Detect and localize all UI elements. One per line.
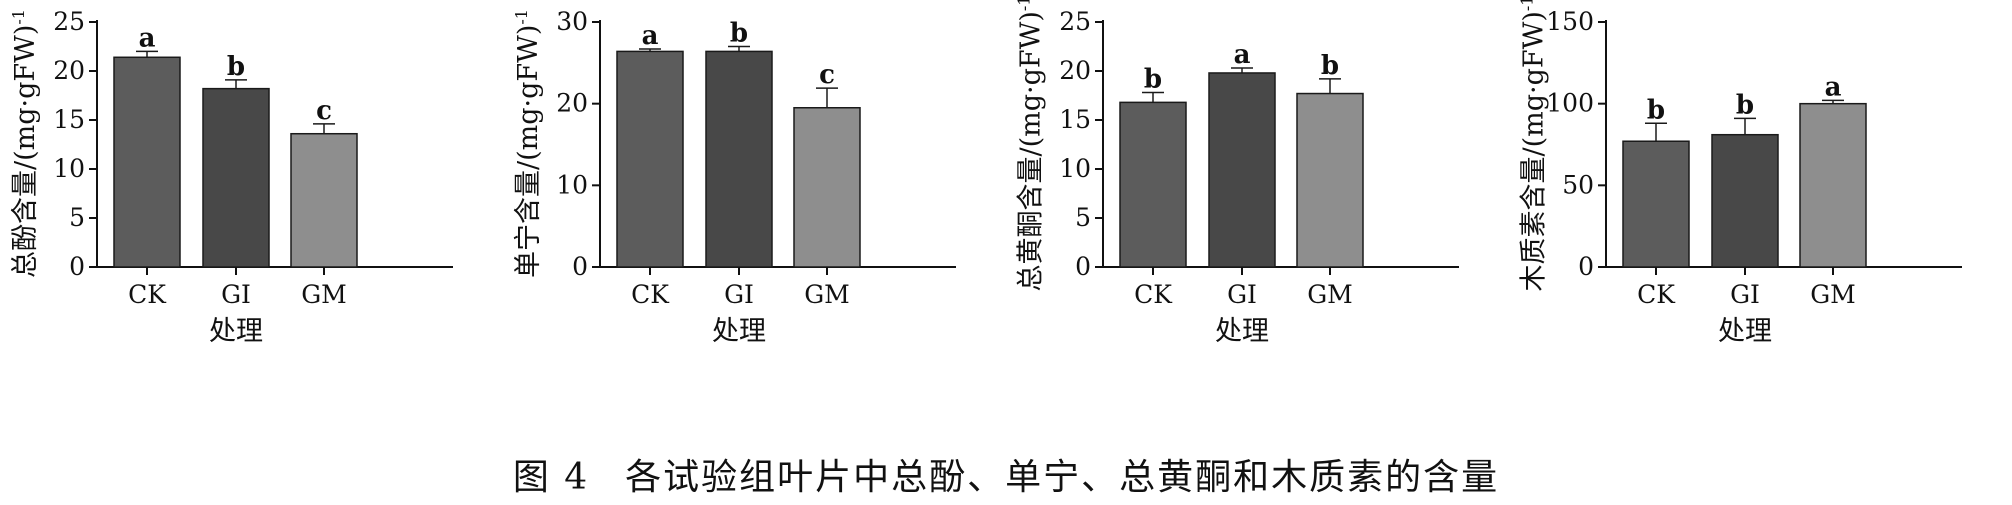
bar-ck — [616, 50, 684, 268]
x-tick-label: GM — [1307, 280, 1353, 309]
y-tick-label: 100 — [1546, 89, 1594, 118]
bar-gi — [1711, 133, 1779, 268]
x-axis-label: 处理 — [209, 316, 263, 347]
x-axis-label: 处理 — [1215, 316, 1269, 347]
y-tick-label: 15 — [53, 105, 85, 134]
significance-letter: c — [316, 96, 332, 126]
significance-letter: c — [819, 60, 835, 90]
x-tick-label: GI — [1730, 280, 1760, 309]
significance-letter: a — [1234, 40, 1251, 70]
y-tick-label: 0 — [69, 252, 85, 281]
significance-letter: b — [1144, 65, 1162, 95]
x-axis-label: 处理 — [1718, 316, 1772, 347]
significance-letter: b — [1647, 95, 1665, 125]
bar-chart: 0 5 10 15 20 25 a CK b GI c GM 处理 — [53, 7, 453, 347]
x-tick-label: CK — [1637, 280, 1676, 309]
y-tick-label: 20 — [53, 56, 85, 85]
y-tick-label: 0 — [572, 252, 588, 281]
bar-gm — [1799, 102, 1867, 268]
y-tick-label: 15 — [1059, 105, 1091, 134]
y-tick-label: 0 — [1075, 252, 1091, 281]
bar-chart: 0 50 100 150 b CK b GI a GM 处理 — [1546, 7, 1962, 347]
significance-letter: b — [1321, 51, 1339, 81]
significance-letter: a — [139, 23, 156, 53]
x-tick-label: CK — [128, 280, 167, 309]
y-tick-label: 150 — [1546, 7, 1594, 36]
y-tick-label: 5 — [1075, 203, 1091, 232]
x-tick-label: GI — [1227, 280, 1257, 309]
chart-panel-lignin: 木质素含量/(mg·gFW)-1 0 50 100 150 b CK b GI a GM 处理 — [1509, 0, 2012, 450]
bar-chart: 0 10 20 30 a CK b GI c GM 处理 — [556, 7, 956, 347]
bar-ck — [1622, 140, 1690, 268]
x-tick-label: GI — [221, 280, 251, 309]
significance-letter: b — [730, 19, 748, 49]
bar-gm — [290, 132, 358, 268]
figure-caption: 图 4 各试验组叶片中总酚、单宁、总黄酮和木质素的含量 — [0, 448, 2012, 500]
bar-gi — [202, 87, 270, 268]
x-tick-label: GM — [804, 280, 850, 309]
y-tick-label: 5 — [69, 203, 85, 232]
x-tick-label: GI — [724, 280, 754, 309]
bar-ck — [113, 56, 181, 268]
x-axis-label: 处理 — [712, 316, 766, 347]
significance-letter: a — [1825, 72, 1842, 102]
y-tick-label: 10 — [556, 170, 588, 199]
y-tick-label: 10 — [1059, 154, 1091, 183]
x-tick-label: GM — [301, 280, 347, 309]
y-tick-label: 30 — [556, 7, 588, 36]
bar-gi — [1208, 72, 1276, 268]
bar-gm — [1296, 92, 1364, 268]
y-tick-label: 25 — [53, 7, 85, 36]
bar-ck — [1119, 101, 1187, 268]
y-tick-label: 20 — [1059, 56, 1091, 85]
y-tick-label: 0 — [1578, 252, 1594, 281]
bar-gi — [705, 50, 773, 268]
chart-panel-total-phenols: 总酚含量/(mg·gFW)-1 0 5 10 15 20 25 a CK b GI c GM 处理 — [0, 0, 503, 450]
figure-caption-text: 各试验组叶片中总酚、单宁、总黄酮和木质素的含量 — [625, 457, 1500, 498]
bar-gm — [793, 107, 861, 268]
significance-letter: a — [642, 21, 659, 51]
y-tick-label: 10 — [53, 154, 85, 183]
y-tick-label: 20 — [556, 89, 588, 118]
chart-panel-tannin: 单宁含量/(mg·gFW)-1 0 10 20 30 a CK b GI c GM 处理 — [503, 0, 1006, 450]
figure-number: 图 4 — [512, 457, 590, 498]
y-tick-label: 50 — [1562, 170, 1594, 199]
bar-chart: 0 5 10 15 20 25 b CK a GI b GM 处理 — [1059, 7, 1459, 347]
significance-letter: b — [1736, 90, 1754, 120]
significance-letter: b — [227, 52, 245, 82]
x-tick-label: CK — [1134, 280, 1173, 309]
chart-panel-total-flavonoids: 总黄酮含量/(mg·gFW)-1 0 5 10 15 20 25 b CK a GI b GM 处理 — [1006, 0, 1509, 450]
x-tick-label: GM — [1810, 280, 1856, 309]
y-tick-label: 25 — [1059, 7, 1091, 36]
x-tick-label: CK — [631, 280, 670, 309]
